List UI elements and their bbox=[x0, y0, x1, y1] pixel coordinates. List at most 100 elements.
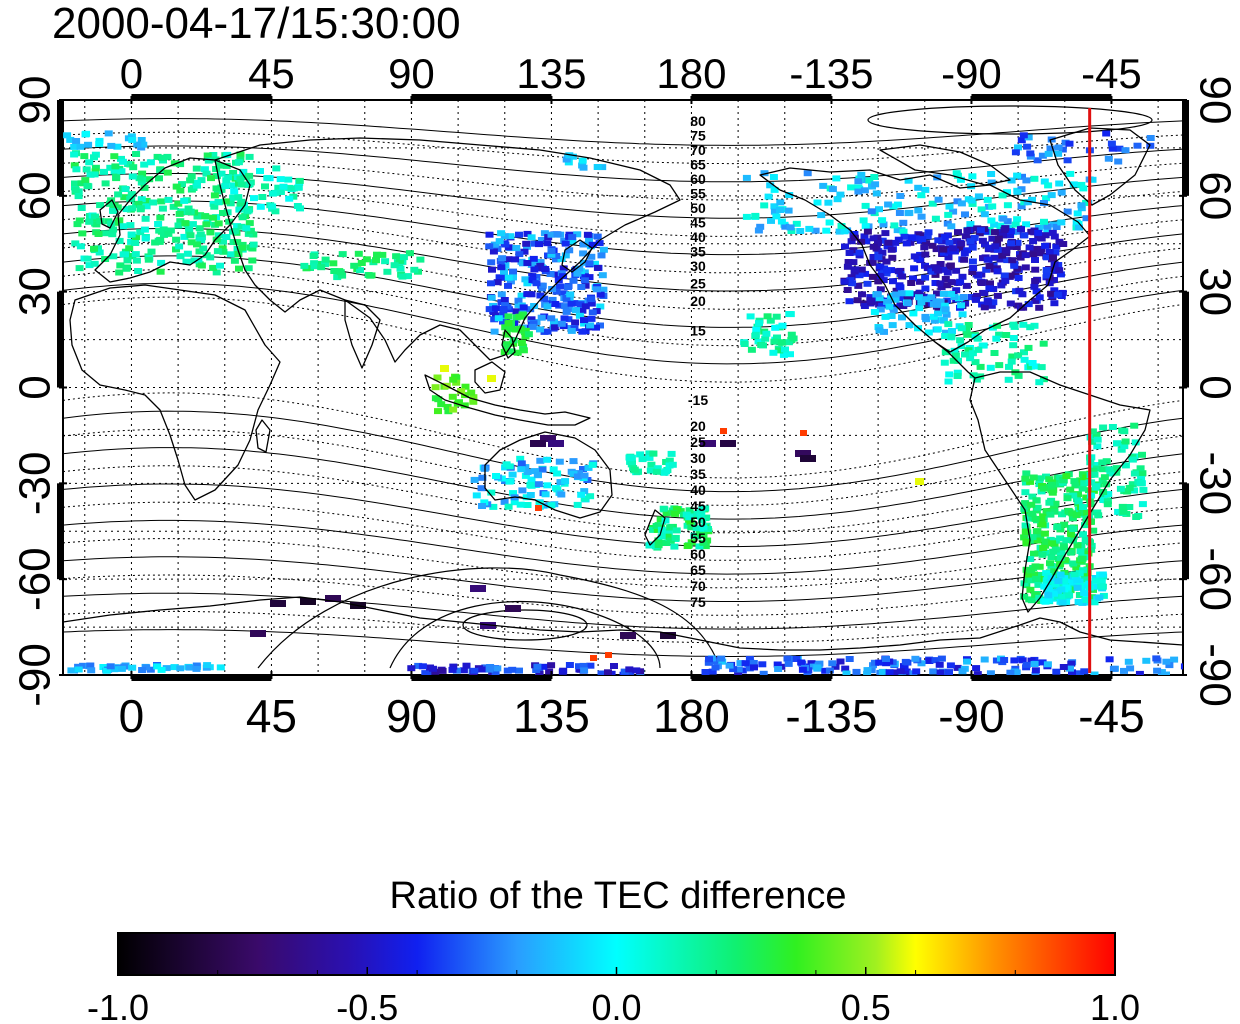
tec-cell bbox=[652, 468, 661, 475]
tec-cell bbox=[76, 243, 85, 250]
x-tick-label-bottom: 135 bbox=[513, 690, 590, 742]
tec-cell bbox=[497, 291, 506, 298]
tec-cell bbox=[936, 669, 945, 675]
tec-cell bbox=[1091, 583, 1099, 590]
tec-cell bbox=[490, 241, 499, 248]
tec-cell bbox=[763, 313, 772, 320]
tec-cell bbox=[146, 666, 155, 673]
tec-cell bbox=[568, 238, 577, 245]
tec-cell bbox=[1050, 590, 1058, 597]
tec-cell bbox=[197, 237, 206, 243]
tec-cell bbox=[750, 664, 758, 671]
tec-cell-negative bbox=[800, 455, 816, 462]
tec-cell bbox=[181, 220, 190, 227]
tec-cell bbox=[1021, 475, 1030, 482]
tec-cell bbox=[654, 537, 663, 544]
tec-cell bbox=[1033, 537, 1042, 544]
tec-cell bbox=[104, 130, 113, 137]
tec-cell bbox=[1032, 575, 1041, 582]
tec-cell bbox=[786, 311, 795, 318]
tec-cell bbox=[967, 183, 976, 190]
tec-cell bbox=[1067, 660, 1076, 667]
tec-cell bbox=[216, 162, 225, 169]
tec-cell bbox=[1012, 244, 1021, 250]
tec-cell bbox=[495, 238, 504, 245]
tec-cell bbox=[878, 668, 887, 675]
tec-cell bbox=[704, 526, 712, 532]
tec-cell bbox=[116, 262, 125, 269]
tec-cell bbox=[922, 240, 931, 247]
tec-cell bbox=[992, 335, 1001, 342]
tec-cell bbox=[953, 373, 962, 379]
tec-cell bbox=[587, 296, 596, 303]
tec-cell bbox=[356, 267, 364, 274]
tec-cell bbox=[718, 658, 727, 665]
tec-cell bbox=[585, 238, 593, 245]
tec-cell bbox=[672, 506, 681, 513]
tec-cell bbox=[1022, 221, 1031, 228]
mag-contour bbox=[63, 447, 1183, 520]
tec-cell bbox=[169, 203, 178, 210]
tec-cell bbox=[1089, 487, 1098, 494]
tec-cell bbox=[1044, 150, 1053, 157]
tec-cell bbox=[874, 240, 882, 246]
tec-cell bbox=[517, 292, 526, 299]
tec-cell bbox=[825, 219, 834, 226]
tec-cell bbox=[1135, 670, 1144, 675]
tec-cell bbox=[1000, 272, 1009, 279]
tec-cell bbox=[797, 659, 806, 666]
tec-cell bbox=[1043, 228, 1052, 235]
tec-cell bbox=[824, 199, 833, 206]
tec-cell bbox=[553, 486, 562, 493]
tec-cell bbox=[449, 376, 458, 383]
tec-cell bbox=[990, 350, 999, 356]
tec-cell bbox=[932, 298, 941, 305]
mag-contour bbox=[63, 159, 1183, 201]
frame-bar-left bbox=[57, 291, 63, 388]
tec-cell-negative bbox=[620, 632, 636, 639]
tec-cell bbox=[185, 224, 194, 231]
tec-cell bbox=[857, 171, 866, 178]
tec-cell bbox=[924, 229, 933, 236]
frame-bar-right bbox=[1183, 291, 1189, 388]
tec-cell bbox=[573, 501, 582, 508]
tec-cell bbox=[811, 227, 820, 234]
tec-cell bbox=[1058, 289, 1067, 296]
tec-cell bbox=[701, 669, 710, 675]
coast-japan bbox=[561, 239, 593, 273]
tec-cell bbox=[1031, 667, 1040, 674]
tec-cell bbox=[792, 656, 801, 662]
coast-borneo bbox=[474, 361, 506, 394]
tec-cell bbox=[469, 398, 478, 405]
tec-cell bbox=[459, 667, 468, 674]
tec-cell bbox=[1081, 536, 1090, 543]
tec-cell bbox=[1045, 499, 1054, 506]
tec-cell bbox=[160, 231, 168, 238]
tec-cell bbox=[113, 143, 122, 150]
tec-cell bbox=[987, 179, 996, 186]
tec-cell bbox=[429, 665, 437, 672]
mag-contour bbox=[63, 296, 1183, 383]
tec-cell bbox=[1050, 504, 1059, 511]
contour-labels: 8075706560555045403530252015-15202530354… bbox=[688, 113, 708, 610]
tec-cell bbox=[662, 540, 670, 546]
tec-cell bbox=[511, 326, 520, 333]
tec-cell bbox=[497, 230, 506, 237]
colorbar-title: Ratio of the TEC difference bbox=[390, 875, 847, 917]
tec-cell bbox=[654, 542, 663, 549]
tec-cell bbox=[516, 501, 525, 508]
tec-cell-positive bbox=[720, 428, 727, 434]
tec-cell bbox=[1018, 173, 1026, 180]
tec-cell bbox=[543, 328, 552, 335]
tec-cell bbox=[1043, 223, 1052, 230]
tec-cell bbox=[1010, 323, 1019, 330]
tec-cell bbox=[200, 166, 209, 173]
tec-cell bbox=[1056, 550, 1065, 557]
tec-cell bbox=[499, 274, 508, 281]
tec-cell bbox=[561, 252, 570, 259]
tec-cell bbox=[843, 263, 852, 270]
tec-cell bbox=[1005, 363, 1013, 370]
coast-antarctica bbox=[63, 596, 1183, 651]
tec-cell bbox=[972, 665, 981, 672]
tec-cell bbox=[915, 305, 924, 312]
